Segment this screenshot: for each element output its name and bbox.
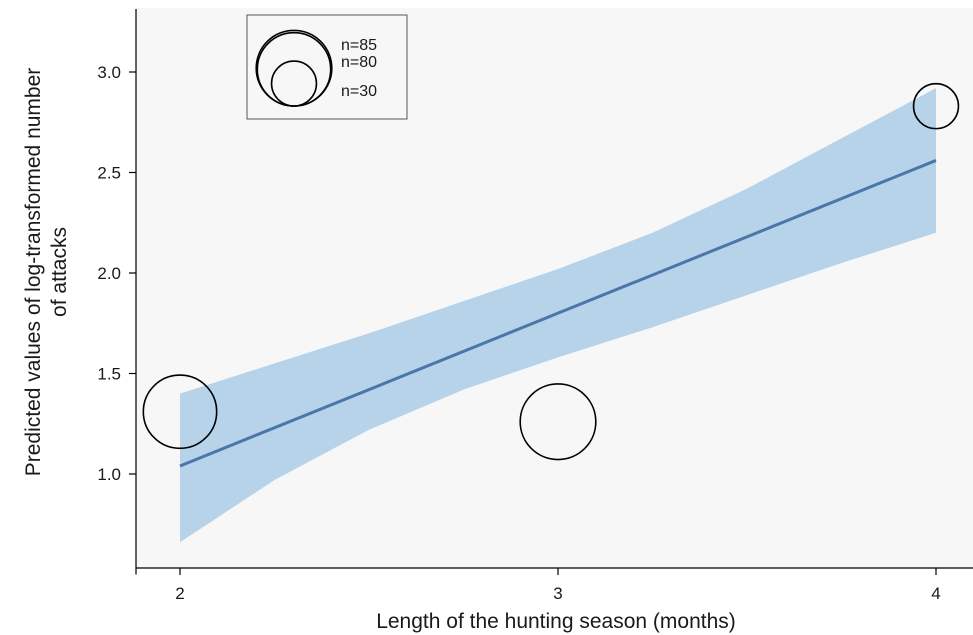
y-tick-label-2: 2.0 bbox=[97, 264, 121, 283]
y-axis-title-line-1: Predicted values of log-transformed numb… bbox=[22, 68, 45, 477]
y-tick-label-0: 1.0 bbox=[97, 465, 121, 484]
y-tick-label-3: 2.5 bbox=[97, 164, 121, 183]
legend-label-0: n=85 bbox=[341, 37, 377, 54]
y-tick-label-1: 1.5 bbox=[97, 365, 121, 384]
data-points bbox=[142, 82, 960, 461]
x-tick-label-0: 2 bbox=[175, 584, 184, 603]
data-point-2 bbox=[912, 82, 960, 130]
axes bbox=[135, 9, 973, 575]
legend-label-2: n=30 bbox=[341, 83, 377, 100]
y-axis-title-line-2: of attacks bbox=[48, 227, 71, 317]
x-tick-label-2: 4 bbox=[931, 584, 940, 603]
confidence-band bbox=[180, 88, 936, 543]
y-tick-label-4: 3.0 bbox=[97, 63, 121, 82]
legend: n=85n=80 n=30 bbox=[246, 14, 408, 120]
data-point-0 bbox=[142, 374, 218, 450]
legend-box bbox=[246, 14, 408, 120]
x-axis-ticks: 2 3 4 bbox=[175, 568, 941, 603]
x-axis-title: Length of the hunting season (months) bbox=[376, 610, 736, 633]
y-axis-title: Predicted values of log-transformed numb… bbox=[22, 68, 71, 477]
regression-line bbox=[179, 159, 937, 468]
legend-label-1: n=80 bbox=[341, 54, 377, 71]
y-axis-ticks: 1.0 1.5 2.0 2.5 3.0 bbox=[97, 63, 136, 484]
data-point-1 bbox=[519, 383, 597, 461]
legend-circle-2 bbox=[270, 60, 318, 107]
x-tick-label-1: 3 bbox=[553, 584, 562, 603]
